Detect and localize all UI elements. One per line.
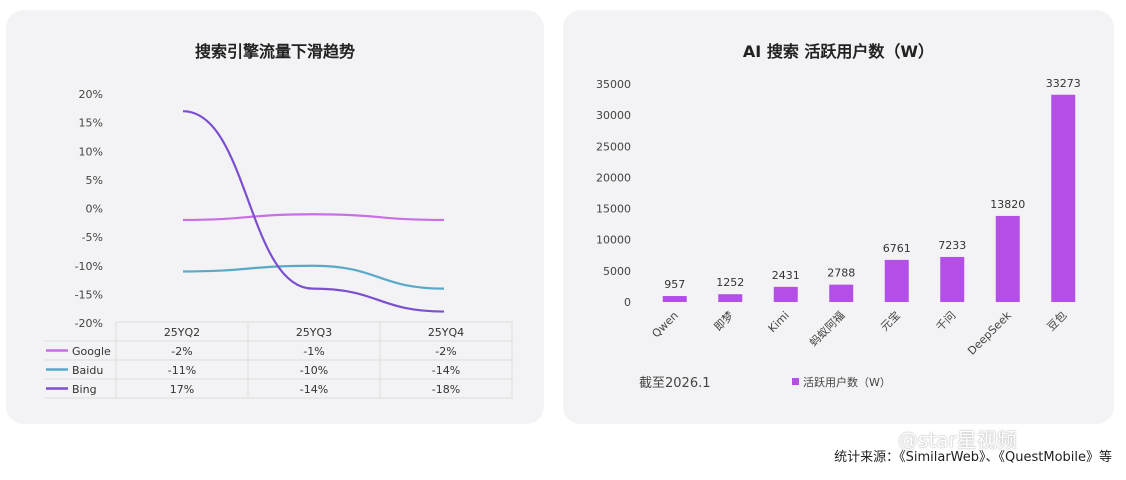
table-cell: -2% — [171, 345, 192, 358]
x-category-label: DeepSeek — [965, 308, 1014, 357]
bar-value-label: 13820 — [990, 198, 1025, 211]
table-cell: -10% — [300, 364, 328, 377]
y-tick-label: -10% — [75, 260, 103, 273]
bar-7 — [1051, 94, 1076, 302]
x-category-label: 千问 — [934, 309, 959, 334]
y-tick-label: 5% — [86, 174, 103, 187]
y-tick-label: 0 — [624, 296, 631, 309]
bar-5 — [940, 256, 965, 302]
bar-value-label: 6761 — [883, 242, 911, 255]
table-cell: 17% — [170, 383, 194, 396]
table-cell: -18% — [432, 383, 460, 396]
y-tick-label: 15000 — [596, 203, 631, 216]
x-category-label: 元宝 — [877, 308, 902, 333]
table-cell: -1% — [303, 345, 324, 358]
left-chart-title: 搜索引擎流量下滑趋势 — [194, 42, 355, 61]
legend-swatch — [792, 378, 799, 385]
y-tick-label: 25000 — [596, 140, 631, 153]
line-chart: 20% 15% 10% 5% 0% -5% -10% -15% -20% 25YQ2 25YQ3 25… — [44, 88, 513, 399]
watermark: @star星视频 — [898, 428, 1017, 452]
x-category-label: 豆包 — [1045, 309, 1070, 334]
right-chart-title: AI 搜索 活跃用户数（W） — [742, 42, 935, 61]
bar-value-label: 7233 — [938, 239, 966, 252]
legend-label-baidu: Baidu — [72, 364, 103, 377]
bar-chart: 35000 30000 25000 20000 15000 10000 5000 0 957 Qw… — [596, 77, 1081, 391]
bar-value-label: 2431 — [772, 269, 800, 282]
x-category-label: 25YQ3 — [296, 326, 332, 339]
bar-3 — [829, 284, 854, 302]
bar-4 — [884, 259, 909, 302]
x-category-label: 蚂蚁阿福 — [806, 308, 847, 349]
y-tick-label: 30000 — [596, 109, 631, 122]
series-line-baidu — [182, 264, 445, 290]
source-note: 统计来源：《SimilarWeb》、《QuestMobile》等 — [834, 450, 1112, 465]
bar-value-label: 2788 — [827, 267, 855, 280]
x-category-label: Kimi — [766, 309, 792, 335]
y-tick-label: -5% — [82, 231, 103, 244]
y-tick-label: -15% — [75, 288, 103, 301]
y-tick-label: 35000 — [596, 78, 631, 91]
bar-0 — [662, 296, 687, 302]
bar-2 — [773, 286, 798, 302]
footnote: 截至2026.1 — [639, 376, 711, 391]
bar-value-label: 957 — [664, 278, 685, 291]
right-chart-panel: AI 搜索 活跃用户数（W） 35000 30000 25000 20000 15000… — [563, 10, 1114, 424]
series-line-google — [182, 213, 445, 222]
y-tick-label: 15% — [79, 117, 103, 130]
x-category-label: Qwen — [649, 309, 680, 340]
bar-value-label: 33273 — [1046, 77, 1081, 90]
y-tick-label: 20000 — [596, 171, 631, 184]
y-tick-label: 5000 — [603, 265, 631, 278]
y-tick-label: 10000 — [596, 234, 631, 247]
legend-label: 活跃用户数（W） — [803, 375, 891, 389]
bar-6 — [995, 215, 1020, 302]
x-category-label: 即梦 — [712, 309, 737, 334]
x-category-label: 25YQ4 — [428, 326, 464, 339]
y-tick-label: 10% — [79, 145, 103, 158]
y-tick-label: -20% — [75, 317, 103, 330]
y-tick-label: 0% — [86, 203, 103, 216]
y-tick-label: 20% — [79, 88, 103, 101]
table-cell: -14% — [300, 383, 328, 396]
bar-value-label: 1252 — [716, 276, 744, 289]
x-category-label: 25YQ2 — [164, 326, 200, 339]
left-chart-panel: 搜索引擎流量下滑趋势 20% 15% 10% 5% 0% -5% -10% -15% -20% 2… — [6, 10, 544, 424]
table-cell: -2% — [435, 345, 456, 358]
bar-1 — [718, 294, 743, 302]
table-cell: -11% — [168, 364, 196, 377]
legend-label-google: Google — [72, 345, 111, 358]
legend-label-bing: Bing — [72, 383, 97, 396]
table-cell: -14% — [432, 364, 460, 377]
series-line-bing — [182, 110, 445, 313]
